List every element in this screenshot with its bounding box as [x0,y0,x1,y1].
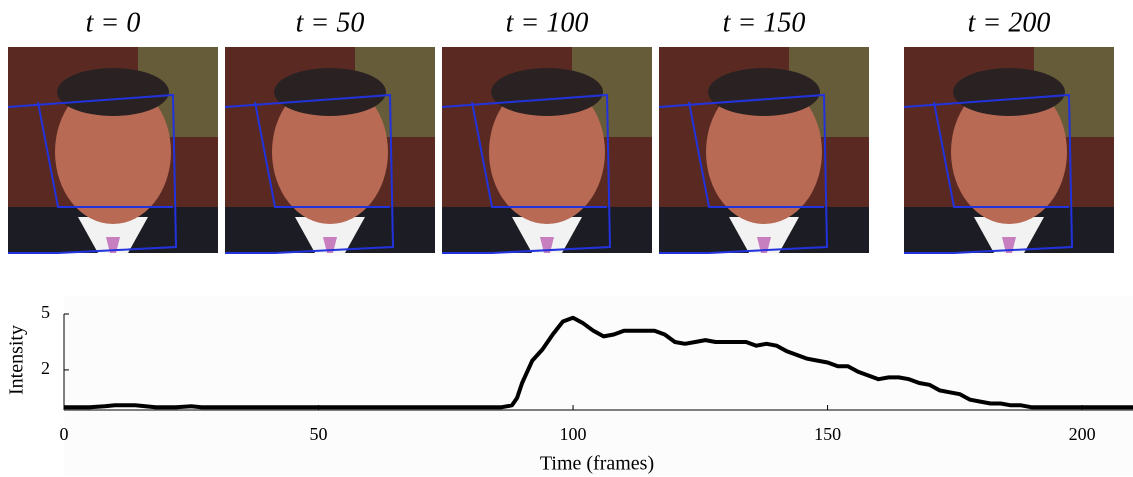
x-tick-label: 150 [814,424,841,444]
x-tick-label: 200 [1069,424,1096,444]
frame-image [658,46,870,254]
frame-panel: t = 50 [224,7,436,254]
y-axis-label: Intensity [6,325,28,395]
frame-label: t = 100 [506,7,589,38]
frame-label: t = 150 [723,7,806,38]
x-tick-label: 0 [60,424,69,444]
x-tick-label: 100 [560,424,587,444]
frame-panel: t = 100 [441,7,653,254]
frame-label: t = 0 [86,7,141,38]
y-tick-label: 2 [41,358,50,378]
frame-image [7,46,219,254]
frame-image [224,46,436,254]
y-tick-label: 5 [41,302,50,322]
data-line [64,315,1133,410]
frame-panels: t = 0 t = 50 t = 100 t = 150 t = 200 [7,7,1115,254]
frame-image [441,46,653,254]
frame-panel: t = 200 [903,7,1115,254]
x-axis-label: Time (frames) [540,453,654,475]
plot-background [64,296,1133,476]
frame-image [903,46,1115,254]
frame-label: t = 50 [296,7,365,38]
frame-panel: t = 0 [7,7,219,254]
frame-panel: t = 150 [658,7,870,254]
frame-label: t = 200 [968,7,1051,38]
x-tick-label: 50 [310,424,328,444]
